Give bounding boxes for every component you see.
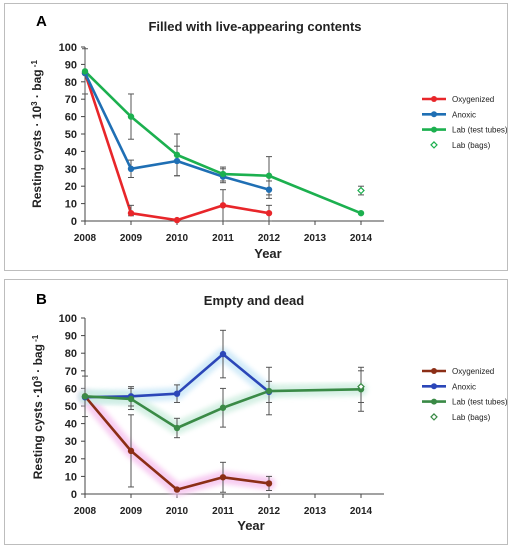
legend-marker (431, 96, 437, 102)
x-tick-label: 2013 (304, 506, 327, 517)
y-tick-label: 20 (65, 181, 77, 193)
legend-marker (431, 127, 437, 133)
x-tick-label: 2014 (350, 233, 373, 244)
data-point (266, 173, 272, 179)
legend-b: Oxygenized Anoxic Lab (test tubes) Lab (bag… (422, 367, 508, 422)
x-tick-label: 2009 (120, 233, 143, 244)
y-tick-label: 40 (65, 419, 77, 431)
x-tick-label: 2008 (74, 233, 97, 244)
legend-marker (431, 383, 437, 389)
legend-marker (431, 142, 437, 148)
legend-marker (431, 399, 437, 405)
x-tick-label: 2008 (74, 506, 97, 517)
x-tick-label: 2013 (304, 233, 327, 244)
data-point (220, 202, 226, 208)
y-tick-label: 40 (65, 146, 77, 158)
data-point (266, 186, 272, 192)
legend-label: Lab (test tubes) (452, 126, 508, 135)
data-point (174, 158, 180, 164)
data-point (220, 474, 226, 480)
y-tick-label: 90 (65, 59, 77, 71)
legend-marker (431, 368, 437, 374)
y-tick-label: 100 (59, 313, 77, 325)
data-point (220, 351, 226, 357)
panel-letter-a: A (36, 13, 47, 30)
y-tick-label: 70 (65, 94, 77, 106)
y-tick-label: 50 (65, 129, 77, 141)
y-tick-label: 80 (65, 77, 77, 89)
y-tick-label: 10 (65, 199, 77, 211)
chart-b: 0 10 20 30 40 50 60 70 80 90 100 2008 2009 2010 2011 20… (59, 313, 508, 517)
x-tick-label: 2009 (120, 506, 143, 517)
legend-marker (431, 111, 437, 117)
y-tick-label: 90 (65, 331, 77, 343)
y-tick-label: 30 (65, 436, 77, 448)
data-point (174, 486, 180, 492)
data-point (266, 388, 272, 394)
legend-label: Oxygenized (452, 95, 494, 104)
data-point (358, 210, 364, 216)
legend-label: Lab (bags) (452, 141, 491, 150)
chart-title-b: Empty and dead (204, 293, 304, 308)
x-axis-label-a: Year (254, 246, 281, 261)
data-point (82, 68, 88, 74)
y-axis-label-a: Resting cysts · 103 · bag -1 (30, 60, 44, 208)
legend-label: Anoxic (452, 382, 476, 391)
data-point (174, 425, 180, 431)
y-tick-label: 70 (65, 366, 77, 378)
y-tick-label: 0 (71, 489, 77, 501)
x-tick-label: 2012 (258, 506, 281, 517)
y-tick-label: 0 (71, 216, 77, 228)
data-point (358, 188, 364, 194)
x-tick-label: 2014 (350, 506, 373, 517)
data-point (174, 390, 180, 396)
y-tick-label: 60 (65, 112, 77, 124)
data-point (174, 152, 180, 158)
data-point (174, 217, 180, 223)
chart-title-a: Filled with live-appearing contents (148, 19, 361, 34)
legend-a: Oxygenized Anoxic Lab (test tubes) Lab (bag… (422, 95, 508, 150)
x-tick-label: 2011 (212, 506, 234, 517)
data-point (128, 396, 134, 402)
data-point (266, 210, 272, 216)
panel-letter-b: B (36, 291, 47, 308)
data-point (128, 166, 134, 172)
x-tick-label: 2010 (166, 506, 189, 517)
legend-label: Lab (test tubes) (452, 398, 508, 407)
series-glow (85, 396, 269, 489)
y-tick-label: 80 (65, 348, 77, 360)
x-tick-label: 2010 (166, 233, 189, 244)
y-axis-label-b: Resting cysts ·103 · bag -1 (31, 334, 45, 479)
data-point (128, 210, 134, 216)
y-tick-label: 10 (65, 471, 77, 483)
y-tick-label: 50 (65, 401, 77, 413)
y-tick-label: 60 (65, 383, 77, 395)
legend-marker (431, 414, 437, 420)
data-point (128, 113, 134, 119)
legend-label: Oxygenized (452, 367, 494, 376)
x-axis-label-b: Year (237, 518, 264, 533)
data-point (266, 480, 272, 486)
x-tick-label: 2012 (258, 233, 281, 244)
data-point (220, 171, 226, 177)
legend-label: Anoxic (452, 110, 476, 119)
chart-a: 0 10 20 30 40 50 60 70 80 90 100 2008 2009 2010 2011 20… (59, 42, 508, 244)
data-point (128, 448, 134, 454)
x-tick-label: 2011 (212, 233, 234, 244)
y-tick-label: 100 (59, 42, 77, 54)
y-tick-label: 30 (65, 164, 77, 176)
data-point (220, 405, 226, 411)
legend-label: Lab (bags) (452, 413, 491, 422)
y-tick-label: 20 (65, 454, 77, 466)
data-point (82, 393, 88, 399)
